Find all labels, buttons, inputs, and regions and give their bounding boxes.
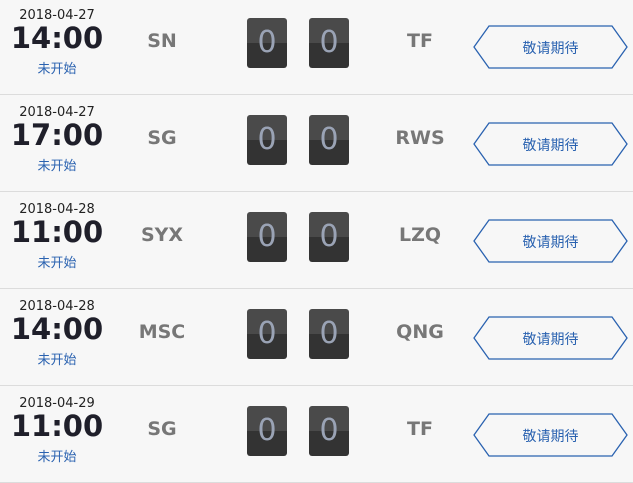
match-status: 未开始 xyxy=(37,256,77,271)
home-team: MSC xyxy=(138,321,186,343)
match-row: 2018-04-27 14:00 未开始 SN 0 0 TF 敬请期待 xyxy=(0,0,633,95)
coming-soon-button[interactable]: 敬请期待 xyxy=(473,122,628,166)
match-date: 2018-04-27 xyxy=(19,8,95,23)
away-score: 0 xyxy=(309,309,349,359)
away-team: QNG xyxy=(396,321,444,343)
match-status: 未开始 xyxy=(37,450,77,465)
away-team: RWS xyxy=(395,127,445,149)
home-team: SG xyxy=(147,418,177,440)
home-score: 0 xyxy=(247,115,287,165)
coming-soon-button[interactable]: 敬请期待 xyxy=(473,316,628,360)
home-score: 0 xyxy=(247,309,287,359)
match-time: 11:00 xyxy=(10,409,104,443)
away-team: TF xyxy=(407,418,433,440)
hexagon-outline-icon xyxy=(473,316,628,360)
match-time: 17:00 xyxy=(10,118,104,152)
match-status: 未开始 xyxy=(37,62,77,77)
button-label: 敬请期待 xyxy=(522,235,579,251)
hexagon-outline-icon xyxy=(473,122,628,166)
match-row: 2018-04-28 14:00 未开始 MSC 0 0 QNG 敬请期待 xyxy=(0,289,633,386)
coming-soon-button[interactable]: 敬请期待 xyxy=(473,25,628,69)
match-row: 2018-04-28 11:00 未开始 SYX 0 0 LZQ 敬请期待 xyxy=(0,192,633,289)
home-team: SN xyxy=(147,30,177,52)
button-label: 敬请期待 xyxy=(522,41,579,57)
match-row: 2018-04-27 17:00 未开始 SG 0 0 RWS 敬请期待 xyxy=(0,95,633,192)
away-score: 0 xyxy=(309,115,349,165)
match-time: 11:00 xyxy=(10,215,104,249)
match-date: 2018-04-28 xyxy=(19,202,95,217)
match-time: 14:00 xyxy=(10,21,104,55)
button-label: 敬请期待 xyxy=(522,429,579,445)
match-status: 未开始 xyxy=(37,159,77,174)
button-label: 敬请期待 xyxy=(522,138,579,154)
match-date: 2018-04-29 xyxy=(19,396,95,411)
button-label: 敬请期待 xyxy=(522,332,579,348)
away-team: TF xyxy=(407,30,433,52)
away-score: 0 xyxy=(309,406,349,456)
match-date: 2018-04-27 xyxy=(19,105,95,120)
home-score: 0 xyxy=(247,406,287,456)
hexagon-outline-icon xyxy=(473,413,628,457)
coming-soon-button[interactable]: 敬请期待 xyxy=(473,219,628,263)
home-team: SG xyxy=(147,127,177,149)
hexagon-outline-icon xyxy=(473,25,628,69)
home-team: SYX xyxy=(140,224,184,246)
match-date: 2018-04-28 xyxy=(19,299,95,314)
hexagon-outline-icon xyxy=(473,219,628,263)
away-score: 0 xyxy=(309,212,349,262)
coming-soon-button[interactable]: 敬请期待 xyxy=(473,413,628,457)
match-status: 未开始 xyxy=(37,353,77,368)
home-score: 0 xyxy=(247,18,287,68)
home-score: 0 xyxy=(247,212,287,262)
match-time: 14:00 xyxy=(10,312,104,346)
away-score: 0 xyxy=(309,18,349,68)
away-team: LZQ xyxy=(398,224,442,246)
match-row: 2018-04-29 11:00 未开始 SG 0 0 TF 敬请期待 xyxy=(0,386,633,483)
